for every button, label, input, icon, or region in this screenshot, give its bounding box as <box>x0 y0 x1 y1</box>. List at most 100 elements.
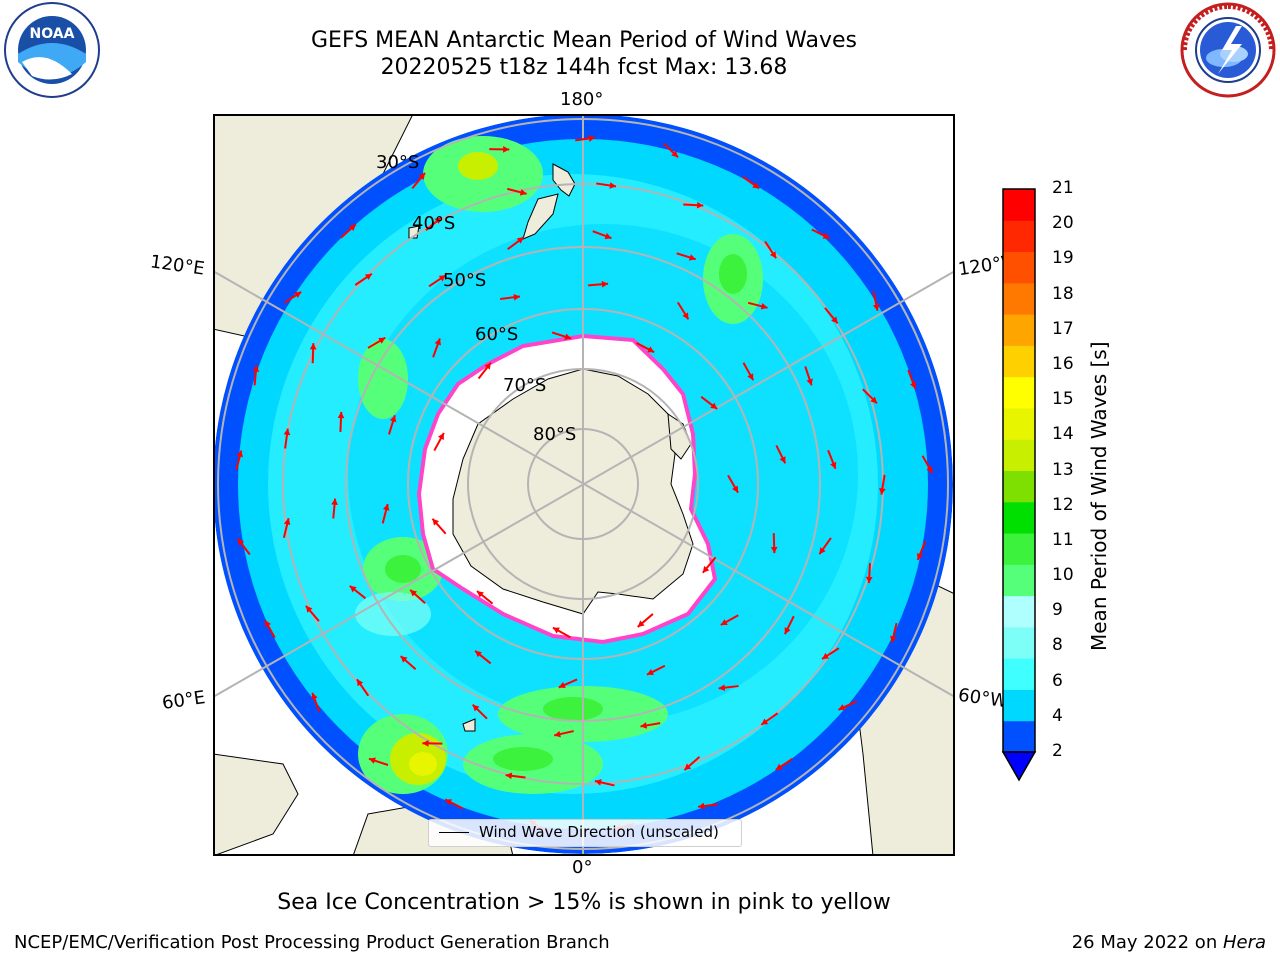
wind-wave-arrowhead <box>422 740 429 747</box>
wind-wave-arrowhead <box>349 585 357 593</box>
wind-wave-arrowhead <box>437 432 444 440</box>
colorbar-segment <box>1003 282 1035 315</box>
wind-wave-arrowhead <box>646 668 654 675</box>
wind-wave-arrowhead <box>432 518 440 526</box>
polar-map <box>213 114 955 856</box>
wind-wave-arrowhead <box>294 291 302 299</box>
colorbar-segment <box>1003 470 1035 503</box>
colorbar-tick-label: 15 <box>1052 389 1074 410</box>
colorbar-tick-label: 17 <box>1052 318 1074 339</box>
footer-date-text: 26 May 2022 on <box>1071 932 1223 953</box>
colorbar-tick-label: 6 <box>1052 670 1063 691</box>
colorbar-tick-label: 18 <box>1052 283 1074 304</box>
colorbar-segment <box>1003 345 1035 378</box>
wind-wave-arrowhead <box>513 293 520 301</box>
wind-wave-arrowhead <box>671 150 679 158</box>
wind-wave-arrowhead <box>822 652 830 659</box>
colorbar-segment <box>1003 595 1035 628</box>
lat-label-40s: 40°S <box>412 213 456 234</box>
wind-wave-arrowhead <box>400 656 408 663</box>
wind-wave-arrowhead <box>601 280 609 288</box>
wind-wave-arrowhead <box>926 466 933 474</box>
wind-wave-arrowhead <box>770 546 778 554</box>
wind-wave-arrowhead <box>558 681 566 689</box>
wind-wave-arrowhead <box>434 338 441 346</box>
wind-wave-arrowhead <box>283 428 291 436</box>
wind-wave-arrowhead <box>349 224 356 231</box>
wind-wave-arrowhead <box>434 217 442 224</box>
lon-label-180: 180° <box>560 89 604 110</box>
colorbar-tick-label: 16 <box>1052 353 1074 374</box>
wind-wave-arrowhead <box>761 718 769 725</box>
colorbar-tick-label: 20 <box>1052 213 1074 234</box>
noaa-logo: NOAA <box>4 2 100 98</box>
wind-wave-arrowhead <box>696 201 704 209</box>
wind-wave-arrowhead <box>698 802 705 810</box>
wind-wave-arrowhead <box>720 619 728 626</box>
wind-wave-arrowhead <box>769 251 777 259</box>
wind-wave-arrowhead <box>718 684 726 691</box>
colorbar-segment <box>1003 564 1035 597</box>
wind-wave-arrowhead <box>710 402 718 409</box>
wind-wave-arrowhead <box>775 763 783 770</box>
colorbar-segment <box>1003 376 1035 409</box>
colorbar-segment <box>1003 501 1035 534</box>
wind-wave-arrowhead <box>916 553 924 561</box>
wind-wave-arrowhead <box>865 576 873 584</box>
colorbar-tick-label: 21 <box>1052 178 1074 198</box>
colorbar-tick-label: 10 <box>1052 565 1074 586</box>
wind-wave-arrowhead <box>309 343 317 350</box>
sea-ice-note: Sea Ice Concentration > 15% is shown in … <box>277 890 891 915</box>
colorbar-label: Mean Period of Wind Waves [s] <box>1087 341 1111 651</box>
wind-wave-arrowhead <box>472 704 480 712</box>
wind-wave-arrowhead <box>305 605 313 613</box>
wind-wave-arrowhead <box>872 304 880 311</box>
wind-wave-arrowhead <box>831 316 838 324</box>
lat-label-70s: 70°S <box>503 375 547 396</box>
wind-wave-arrowhead <box>283 518 291 526</box>
colorbar-segment <box>1003 533 1035 565</box>
wind-wave-arrowhead <box>682 312 689 320</box>
footer-host: Hera <box>1222 932 1266 953</box>
wind-wave-arrowhead <box>588 135 596 142</box>
wind-wave-arrowhead <box>688 254 696 261</box>
graticule <box>214 115 954 855</box>
colorbar-segment <box>1003 439 1035 471</box>
wind-wave-arrowhead <box>594 779 602 786</box>
map-frame <box>213 114 955 856</box>
wind-wave-arrowhead <box>368 757 376 764</box>
colorbar-segment <box>1003 407 1035 440</box>
colorbar-segment <box>1003 689 1035 722</box>
colorbar-under-triangle <box>1001 751 1037 782</box>
wind-wave-arrowhead <box>784 627 791 635</box>
footer-date: 26 May 2022 on Hera <box>1072 932 1266 953</box>
colorbar-tick-label: 4 <box>1052 705 1063 726</box>
footer-credit: NCEP/EMC/Verification Post Processing Pr… <box>14 932 610 953</box>
wind-wave-arrowhead <box>838 704 846 711</box>
colorbar-tick-label: 13 <box>1052 459 1074 480</box>
svg-text:NOAA: NOAA <box>30 26 75 42</box>
colorbar-tick-label: 11 <box>1052 529 1074 550</box>
wind-wave-arrowhead <box>418 172 426 180</box>
wind-wave-arrowhead <box>819 547 826 555</box>
chart-title: GEFS MEAN Antarctic Mean Period of Wind … <box>311 28 857 53</box>
colorbar <box>1001 188 1037 782</box>
lat-label-50s: 50°S <box>443 270 487 291</box>
colorbar-tick-label: 8 <box>1052 635 1063 656</box>
wind-wave-arrowhead <box>830 461 837 469</box>
wind-wave-arrowhead <box>378 337 386 344</box>
legend-label: Wind Wave Direction (unscaled) <box>479 823 719 841</box>
lat-label-30s: 30°S <box>376 152 420 173</box>
wind-wave-arrowhead <box>806 378 813 386</box>
wind-wave-arrowhead <box>822 232 830 239</box>
wind-wave-arrowhead <box>732 485 738 493</box>
wind-wave-arrowhead <box>752 182 760 189</box>
wind-wave-arrowhead <box>331 498 338 505</box>
wind-wave-arrowhead <box>609 182 617 189</box>
wind-wave-arrowhead <box>519 189 527 196</box>
wind-wave-arrowhead <box>389 415 397 423</box>
wind-wave-arrowhead <box>237 538 245 546</box>
wind-wave-arrowhead <box>356 679 364 687</box>
wind-wave-arrowhead <box>702 565 710 573</box>
map-legend: Wind Wave Direction (unscaled) <box>428 819 742 847</box>
